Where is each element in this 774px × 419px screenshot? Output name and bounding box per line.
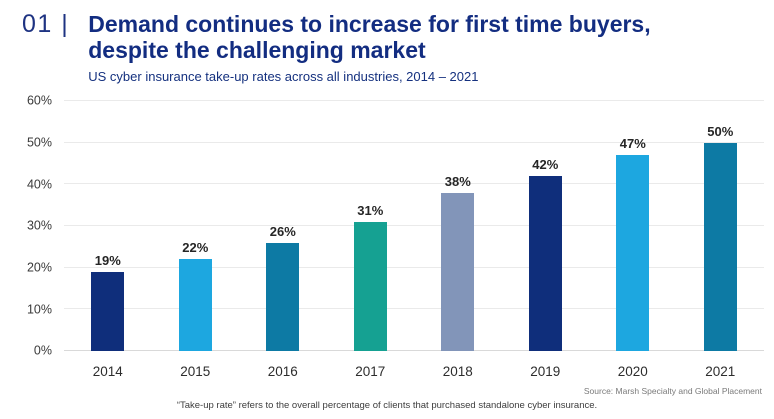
y-axis-tick-label: 60% [26, 93, 52, 108]
x-axis-tick-label: 2019 [530, 363, 561, 379]
slide-number: 01 | [22, 10, 70, 38]
page-title: Demand continues to increase for first t… [88, 11, 650, 63]
gridline [64, 99, 764, 101]
header: 01 | Demand continues to increase for fi… [0, 0, 774, 84]
bar-column: 50% [677, 101, 765, 351]
y-axis-tick-label: 50% [26, 135, 52, 150]
bar-value-label: 19% [94, 252, 121, 268]
bar-2018 [441, 192, 475, 351]
x-axis-tick-label: 2018 [442, 363, 473, 379]
bar-2017 [353, 221, 387, 351]
y-axis-tick-label: 0% [33, 343, 52, 358]
bars-row: 19% 22% 26% 31% 38% 42% 47% 50% [64, 101, 764, 351]
gridline [64, 141, 764, 143]
bar-column: 47% [589, 101, 677, 351]
gridline [64, 266, 764, 268]
y-axis-tick-label: 30% [26, 218, 52, 233]
y-axis-tick-label: 10% [26, 302, 52, 317]
bar-value-label: 47% [619, 136, 646, 152]
title-block: Demand continues to increase for first t… [88, 11, 650, 84]
x-axis-tick-label: 2015 [180, 363, 211, 379]
gridline [64, 308, 764, 310]
bar-column: 26% [239, 101, 327, 351]
bar-value-label: 42% [532, 156, 559, 172]
bar-column: 42% [502, 101, 590, 351]
x-axis-labels: 2014 2015 2016 2017 2018 2019 2020 2021 [64, 351, 764, 379]
x-axis-tick-label: 2014 [92, 363, 123, 379]
title-line-1: Demand continues to increase for first t… [88, 11, 651, 37]
bar-value-label: 31% [357, 202, 384, 218]
x-axis-tick-label: 2020 [617, 363, 648, 379]
bar-chart: 19% 22% 26% 31% 38% 42% 47% 50% 0% 10% 20% 30% 40% 5… [0, 95, 774, 379]
bar-value-label: 26% [269, 223, 296, 239]
x-axis-tick-label: 2021 [705, 363, 736, 379]
bar-2015 [178, 259, 212, 351]
bar-value-label: 50% [707, 123, 734, 139]
bar-column: 22% [152, 101, 240, 351]
bar-value-label: 38% [444, 173, 471, 189]
plot-area: 19% 22% 26% 31% 38% 42% 47% 50% 0% 10% 20% 30% 40% 5… [27, 95, 764, 357]
gridline [64, 183, 764, 185]
chart-subtitle: US cyber insurance take-up rates across … [88, 68, 479, 84]
bar-column: 31% [327, 101, 415, 351]
x-axis-line [64, 349, 764, 351]
bar-2014 [91, 271, 125, 351]
title-line-2: despite the challenging market [88, 36, 426, 63]
bar-2019 [528, 175, 562, 351]
y-axis-tick-label: 40% [26, 177, 52, 192]
gridline [64, 224, 764, 226]
bar-value-label: 22% [182, 240, 209, 256]
bar-2021 [703, 142, 737, 351]
bar-column: 19% [64, 101, 152, 351]
y-axis-tick-label: 20% [26, 260, 52, 275]
bar-2020 [616, 155, 650, 351]
bar-2016 [266, 242, 300, 351]
x-axis-tick-label: 2017 [355, 363, 386, 379]
footnote: “Take-up rate” refers to the overall per… [176, 399, 598, 411]
bar-column: 38% [414, 101, 502, 351]
x-axis-tick-label: 2016 [267, 363, 298, 379]
source-note: Source: Marsh Specialty and Global Place… [583, 385, 762, 396]
